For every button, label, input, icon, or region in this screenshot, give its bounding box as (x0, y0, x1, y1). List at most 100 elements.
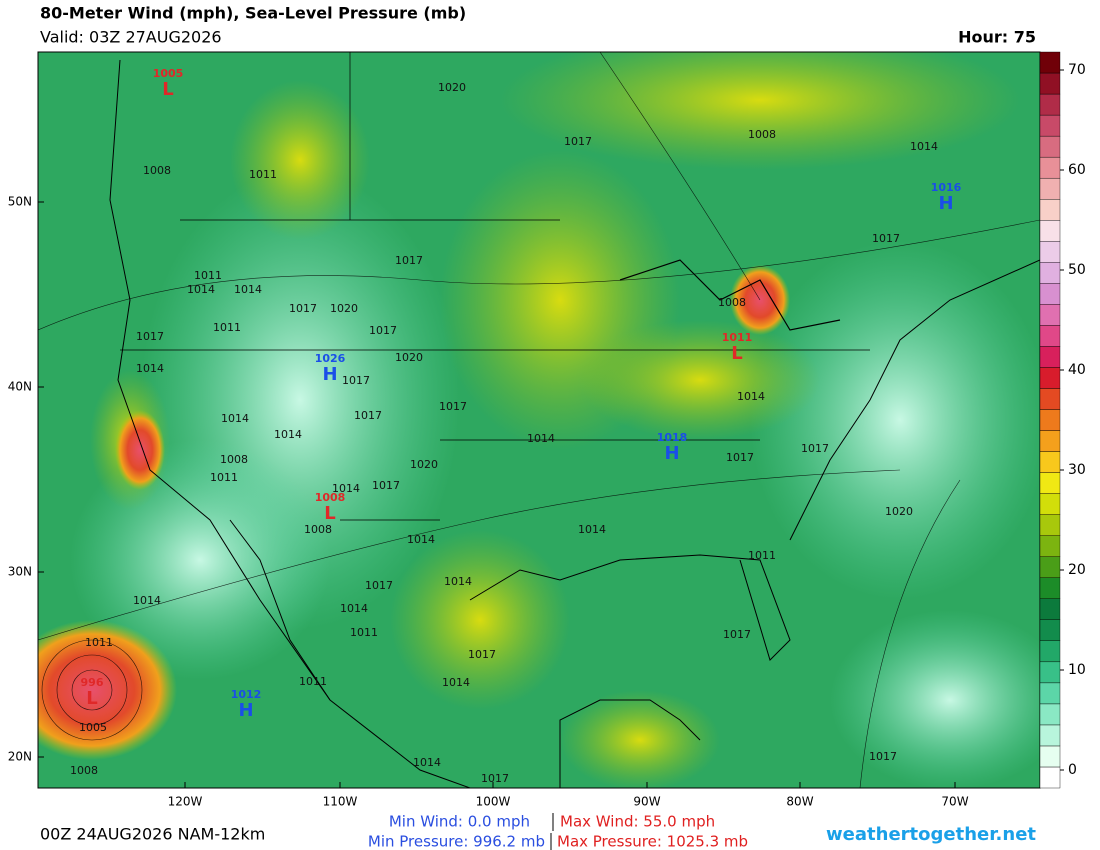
colorbar-box (1039, 640, 1061, 663)
lon-label: 100W (476, 795, 511, 809)
isobar-label: 1017 (726, 451, 754, 464)
isobar-label: 1017 (289, 302, 317, 315)
lat-label: 40N (8, 380, 32, 394)
colorbar-box (1039, 51, 1061, 74)
isobar-label: 1011 (748, 549, 776, 562)
isobar-label: 1017 (365, 579, 393, 592)
lat-label: 20N (8, 750, 32, 764)
isobar-label: 1008 (304, 523, 332, 536)
colorbar-box (1039, 346, 1061, 368)
lon-label: 90W (633, 795, 660, 809)
colorbar-box (1039, 262, 1061, 284)
colorbar-label: 50 (1068, 262, 1086, 278)
colorbar-label: 30 (1068, 462, 1086, 478)
isobar-label: 1020 (885, 505, 913, 518)
isobar-label: 1014 (407, 533, 435, 546)
lat-label: 50N (8, 195, 32, 209)
isobar-label: 1014 (442, 676, 470, 689)
pressure-center-mark: L (324, 503, 335, 524)
isobar-label: 1017 (369, 324, 397, 337)
pressure-center-value: 1008 (315, 491, 346, 504)
colorbar-box (1039, 135, 1061, 158)
isobar-label: 1017 (372, 479, 400, 492)
colorbar-box (1039, 682, 1061, 705)
lon-label: 70W (941, 795, 968, 809)
min-pressure: Min Pressure: 996.2 mb (368, 833, 545, 850)
colorbar-box (1039, 724, 1061, 747)
isobar-label: 1014 (332, 482, 360, 495)
isobar-label: 1014 (340, 602, 368, 615)
colorbar-box (1039, 177, 1061, 200)
isobar-label: 1017 (136, 330, 164, 343)
colorbar-box (1039, 661, 1061, 684)
colorbar-box (1039, 367, 1061, 389)
colorbar-box (1039, 283, 1061, 305)
colorbar-label: 60 (1068, 162, 1086, 178)
colorbar-label: 0 (1068, 762, 1077, 778)
isobar-label: 1017 (468, 648, 496, 661)
pressure-center-value: 1011 (722, 331, 753, 344)
colorbar-box (1039, 409, 1061, 431)
min-wind: Min Wind: 0.0 mph (389, 813, 530, 831)
colorbar-box (1039, 556, 1061, 578)
isobar-label: 1014 (187, 283, 215, 296)
colorbar-box (1039, 577, 1061, 599)
isobar-label: 1020 (395, 351, 423, 364)
colorbar-box (1039, 535, 1061, 557)
title: 80-Meter Wind (mph), Sea-Level Pressure … (40, 4, 466, 23)
colorbar-box (1039, 766, 1061, 789)
colorbar-box (1039, 703, 1061, 726)
isobar-label: 1008 (70, 764, 98, 777)
site-name: weathertogether.net (826, 824, 1036, 845)
pressure-center-mark: L (162, 79, 173, 100)
isobar-label: 1014 (136, 362, 164, 375)
isobar-label: 1017 (869, 750, 897, 763)
isobar-label: 1014 (578, 523, 606, 536)
pressure-center-mark: L (731, 343, 742, 364)
isobar-label: 1014 (221, 412, 249, 425)
isobar-label: 1014 (444, 575, 472, 588)
pressure-center-value: 1018 (657, 431, 688, 444)
isobar-label: 1008 (748, 128, 776, 141)
pressure-center-mark: H (938, 193, 953, 214)
pressure-center-value: 1016 (931, 181, 962, 194)
lon-label: 110W (323, 795, 358, 809)
pressure-center-mark: H (322, 364, 337, 385)
isobar-label: 1014 (910, 140, 938, 153)
isobar-label: 1014 (274, 428, 302, 441)
isobar-label: 1014 (737, 390, 765, 403)
lon-label: 120W (168, 795, 203, 809)
colorbar-box (1039, 93, 1061, 116)
colorbar-box (1039, 514, 1061, 536)
colorbar-box (1039, 598, 1061, 620)
isobar-label: 1020 (330, 302, 358, 315)
model-run: 00Z 24AUG2026 NAM-12km (40, 825, 265, 844)
isobar-label: 1011 (299, 675, 327, 688)
isobar-label: 1011 (213, 321, 241, 334)
isobar-label: 1017 (723, 628, 751, 641)
colorbar-box (1039, 198, 1061, 221)
pressure-center-mark: L (86, 688, 97, 709)
colorbar-label: 20 (1068, 562, 1086, 578)
max-wind: Max Wind: 55.0 mph (560, 813, 715, 831)
colorbar-label: 10 (1068, 662, 1086, 678)
colorbar-box (1039, 472, 1061, 494)
isobar-label: 1005 (79, 721, 107, 734)
pressure-center-value: 1005 (153, 67, 184, 80)
isobar-label: 1017 (872, 232, 900, 245)
colorbar-box (1039, 619, 1061, 641)
colorbar-box (1039, 325, 1061, 347)
isobar-label: 1017 (342, 374, 370, 387)
colorbar-label: 40 (1068, 362, 1086, 378)
isobar-label: 1020 (410, 458, 438, 471)
pressure-center-mark: H (664, 443, 679, 464)
isobar-label: 1014 (133, 594, 161, 607)
isobar-label: 1017 (481, 772, 509, 785)
pressure-center-value: 1026 (315, 352, 346, 365)
colorbar-box (1039, 493, 1061, 515)
colorbar-box (1039, 745, 1061, 768)
colorbar-box (1039, 430, 1061, 452)
isobar-label: 1011 (85, 636, 113, 649)
isobar-label: 1008 (220, 453, 248, 466)
